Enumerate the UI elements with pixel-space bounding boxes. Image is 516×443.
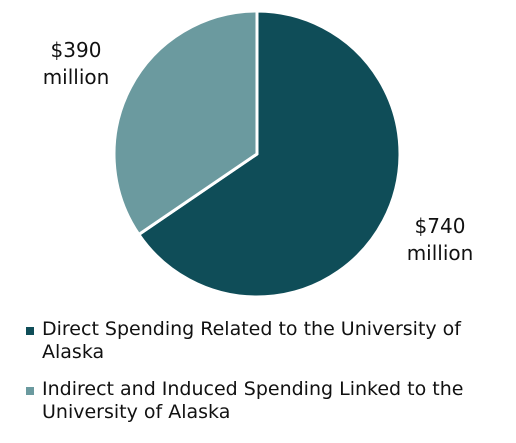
pie-slices <box>112 9 402 299</box>
legend-item-direct-spending: Direct Spending Related to the Universit… <box>26 318 506 364</box>
slice-label-indirect-spending: $390 million <box>43 38 110 89</box>
legend-swatch-indirect-spending <box>26 387 34 395</box>
legend: Direct Spending Related to the Universit… <box>26 318 506 438</box>
pie-slice-indirect-spending <box>112 9 259 236</box>
slice-labels: $740 million $390 million <box>43 38 474 265</box>
slice-label-direct-spending: $740 million <box>407 214 474 265</box>
slice-label-line: $390 <box>51 38 102 62</box>
legend-label-indirect-spending: Indirect and Induced Spending Linked to … <box>42 378 464 423</box>
pie-slice-direct-spending <box>137 9 402 299</box>
pie-chart: $740 million $390 million <box>43 9 474 299</box>
slice-label-line: million <box>407 241 474 265</box>
legend-label-direct-spending: Direct Spending Related to the Universit… <box>42 318 461 363</box>
legend-swatch-direct-spending <box>26 327 34 335</box>
legend-item-indirect-spending: Indirect and Induced Spending Linked to … <box>26 378 506 424</box>
slice-label-line: million <box>43 65 110 89</box>
slice-label-line: $740 <box>415 214 466 238</box>
